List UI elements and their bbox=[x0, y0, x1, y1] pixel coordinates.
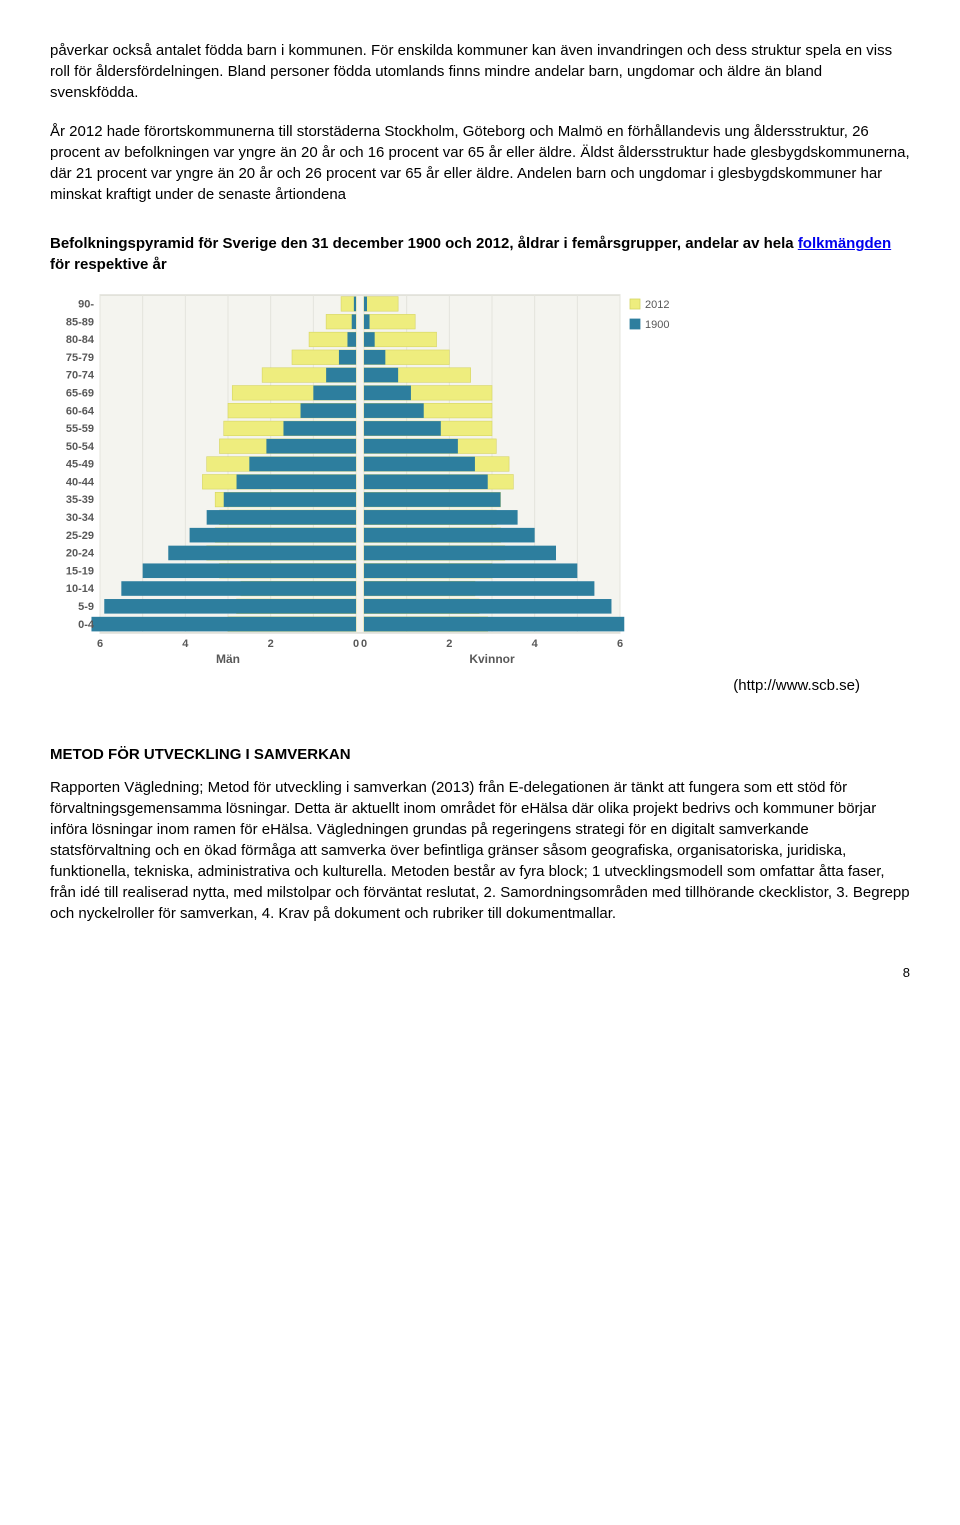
svg-text:2: 2 bbox=[446, 638, 452, 650]
svg-text:45-49: 45-49 bbox=[66, 459, 94, 471]
heading-part-b: för respektive år bbox=[50, 256, 167, 273]
svg-text:75-79: 75-79 bbox=[66, 352, 94, 364]
heading-part-a: Befolkningspyramid för Sverige den 31 de… bbox=[50, 235, 798, 252]
paren-close: ) bbox=[855, 677, 860, 694]
section-method-title: METOD FÖR UTVECKLING I SAMVERKAN bbox=[50, 744, 910, 765]
para1-text: påverkar också antalet födda barn i komm… bbox=[50, 42, 892, 101]
page-number: 8 bbox=[50, 964, 910, 982]
svg-text:4: 4 bbox=[182, 638, 189, 650]
svg-text:2012: 2012 bbox=[645, 299, 669, 311]
svg-text:5-9: 5-9 bbox=[78, 601, 94, 613]
svg-text:35-39: 35-39 bbox=[66, 494, 94, 506]
svg-text:20-24: 20-24 bbox=[66, 548, 95, 560]
svg-text:15-19: 15-19 bbox=[66, 565, 94, 577]
svg-text:Män: Män bbox=[216, 652, 240, 666]
intro-paragraph-1: påverkar också antalet födda barn i komm… bbox=[50, 40, 910, 103]
heading-link-folkmangden[interactable]: folkmängden bbox=[798, 235, 891, 252]
svg-text:50-54: 50-54 bbox=[66, 441, 95, 453]
svg-text:2: 2 bbox=[268, 638, 274, 650]
svg-text:55-59: 55-59 bbox=[66, 423, 94, 435]
svg-text:4: 4 bbox=[532, 638, 539, 650]
svg-text:6: 6 bbox=[97, 638, 103, 650]
svg-text:90-: 90- bbox=[78, 299, 94, 311]
intro-paragraph-2: År 2012 hade förortskommunerna till stor… bbox=[50, 121, 910, 205]
pyramid-svg: 90- 85-89 80-84 75-79 70-74 65-69 60-64 55-59 50… bbox=[50, 287, 690, 667]
chart-source: (http://www.scb.se) bbox=[50, 675, 860, 696]
svg-text:0-4: 0-4 bbox=[78, 619, 95, 631]
svg-text:1900: 1900 bbox=[645, 319, 669, 331]
svg-text:0: 0 bbox=[353, 638, 359, 650]
svg-text:70-74: 70-74 bbox=[66, 370, 95, 382]
svg-text:0: 0 bbox=[361, 638, 367, 650]
svg-text:30-34: 30-34 bbox=[66, 512, 95, 524]
svg-text:6: 6 bbox=[617, 638, 623, 650]
svg-text:80-84: 80-84 bbox=[66, 334, 95, 346]
svg-text:25-29: 25-29 bbox=[66, 530, 94, 542]
svg-text:65-69: 65-69 bbox=[66, 387, 94, 399]
population-pyramid-chart: 90- 85-89 80-84 75-79 70-74 65-69 60-64 55-59 50… bbox=[50, 287, 690, 667]
svg-text:85-89: 85-89 bbox=[66, 316, 94, 328]
svg-text:Kvinnor: Kvinnor bbox=[469, 652, 515, 666]
chart-heading: Befolkningspyramid för Sverige den 31 de… bbox=[50, 233, 910, 275]
svg-text:40-44: 40-44 bbox=[66, 476, 95, 488]
source-url: http://www.scb.se bbox=[738, 677, 855, 694]
svg-text:10-14: 10-14 bbox=[66, 583, 95, 595]
svg-text:60-64: 60-64 bbox=[66, 405, 95, 417]
section-method-paragraph: Rapporten Vägledning; Metod för utveckli… bbox=[50, 777, 910, 924]
